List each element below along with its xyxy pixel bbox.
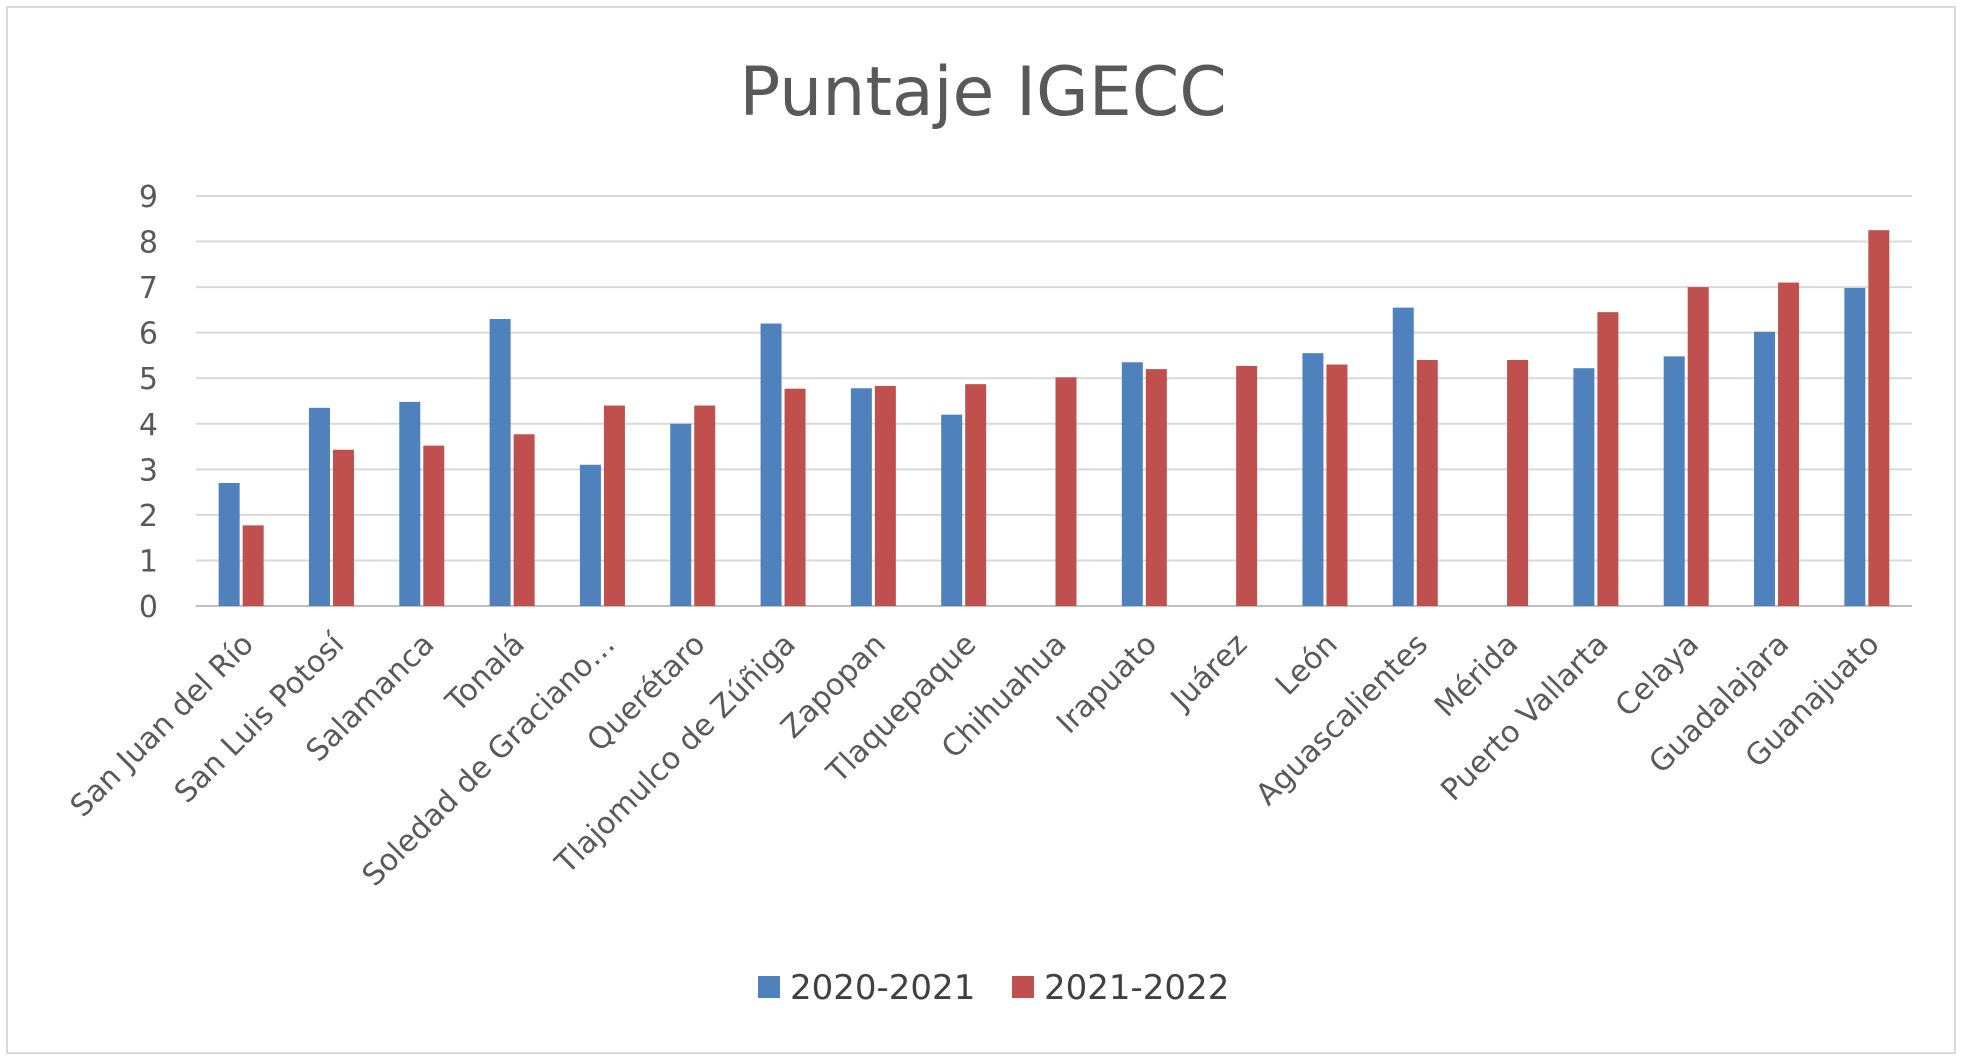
bar-2021-2022-8 xyxy=(965,384,987,606)
bar-2021-2022-5 xyxy=(694,405,716,606)
bar-2021-2022-14 xyxy=(1507,360,1529,606)
bar-2021-2022-9 xyxy=(1055,377,1077,606)
legend-label: 2021-2022 xyxy=(1044,968,1229,1008)
bar-2020-2021-18 xyxy=(1844,288,1866,606)
y-tick-label: 2 xyxy=(139,499,158,534)
bar-2020-2021-16 xyxy=(1663,356,1685,606)
bar-2021-2022-7 xyxy=(874,385,896,606)
bar-2020-2021-1 xyxy=(308,407,330,606)
y-tick-label: 9 xyxy=(139,180,158,215)
bar-2020-2021-7 xyxy=(850,388,872,606)
bar-2020-2021-2 xyxy=(399,401,421,606)
bar-2021-2022-15 xyxy=(1597,312,1619,606)
bar-2021-2022-0 xyxy=(242,525,264,606)
bar-2020-2021-0 xyxy=(218,483,240,606)
y-tick-label: 0 xyxy=(139,590,158,625)
bar-2021-2022-11 xyxy=(1236,365,1258,606)
x-category-label: León xyxy=(1269,627,1345,703)
y-tick-label: 5 xyxy=(139,362,158,397)
y-tick-label: 3 xyxy=(139,453,158,488)
y-tick-label: 7 xyxy=(139,271,158,306)
bar-2020-2021-12 xyxy=(1302,353,1324,606)
bar-2021-2022-16 xyxy=(1687,287,1709,606)
bar-2021-2022-3 xyxy=(513,434,535,606)
bar-2021-2022-6 xyxy=(784,388,806,606)
bars xyxy=(218,230,1890,606)
bar-2021-2022-10 xyxy=(1145,369,1167,606)
legend-swatch xyxy=(758,976,780,998)
chart-title: Puntaje IGECC xyxy=(739,53,1226,132)
x-category-label: Irapuato xyxy=(1050,627,1164,741)
bar-2021-2022-4 xyxy=(603,405,625,606)
y-tick-label: 1 xyxy=(139,544,158,579)
bar-2020-2021-13 xyxy=(1392,307,1414,606)
bar-2020-2021-4 xyxy=(579,464,601,606)
bar-2020-2021-3 xyxy=(489,319,511,606)
x-category-label: Aguascalientes xyxy=(1249,627,1435,813)
bar-2020-2021-17 xyxy=(1754,331,1776,606)
bar-2020-2021-15 xyxy=(1573,368,1595,606)
y-axis-ticks: 0 1 2 3 4 5 6 7 8 9 xyxy=(139,180,158,625)
bar-2021-2022-12 xyxy=(1326,364,1348,606)
gridlines xyxy=(196,195,1912,607)
y-tick-label: 8 xyxy=(139,226,158,261)
bar-2021-2022-1 xyxy=(332,449,354,606)
bar-2021-2022-18 xyxy=(1868,230,1890,606)
y-tick-label: 4 xyxy=(139,408,158,443)
legend-label: 2020-2021 xyxy=(790,968,975,1008)
x-category-label: Puerto Vallarta xyxy=(1434,627,1615,808)
bar-2021-2022-2 xyxy=(423,445,445,606)
bar-2020-2021-8 xyxy=(941,414,963,606)
x-category-label: Juárez xyxy=(1163,627,1254,718)
legend: 2020-2021 2021-2022 xyxy=(758,968,1229,1008)
bar-2020-2021-5 xyxy=(670,423,692,606)
bar-2020-2021-6 xyxy=(760,323,782,606)
legend-swatch xyxy=(1012,976,1034,998)
bar-2020-2021-10 xyxy=(1121,362,1143,606)
bar-2021-2022-13 xyxy=(1416,360,1438,606)
y-tick-label: 6 xyxy=(139,317,158,352)
bar-2021-2022-17 xyxy=(1778,282,1800,606)
